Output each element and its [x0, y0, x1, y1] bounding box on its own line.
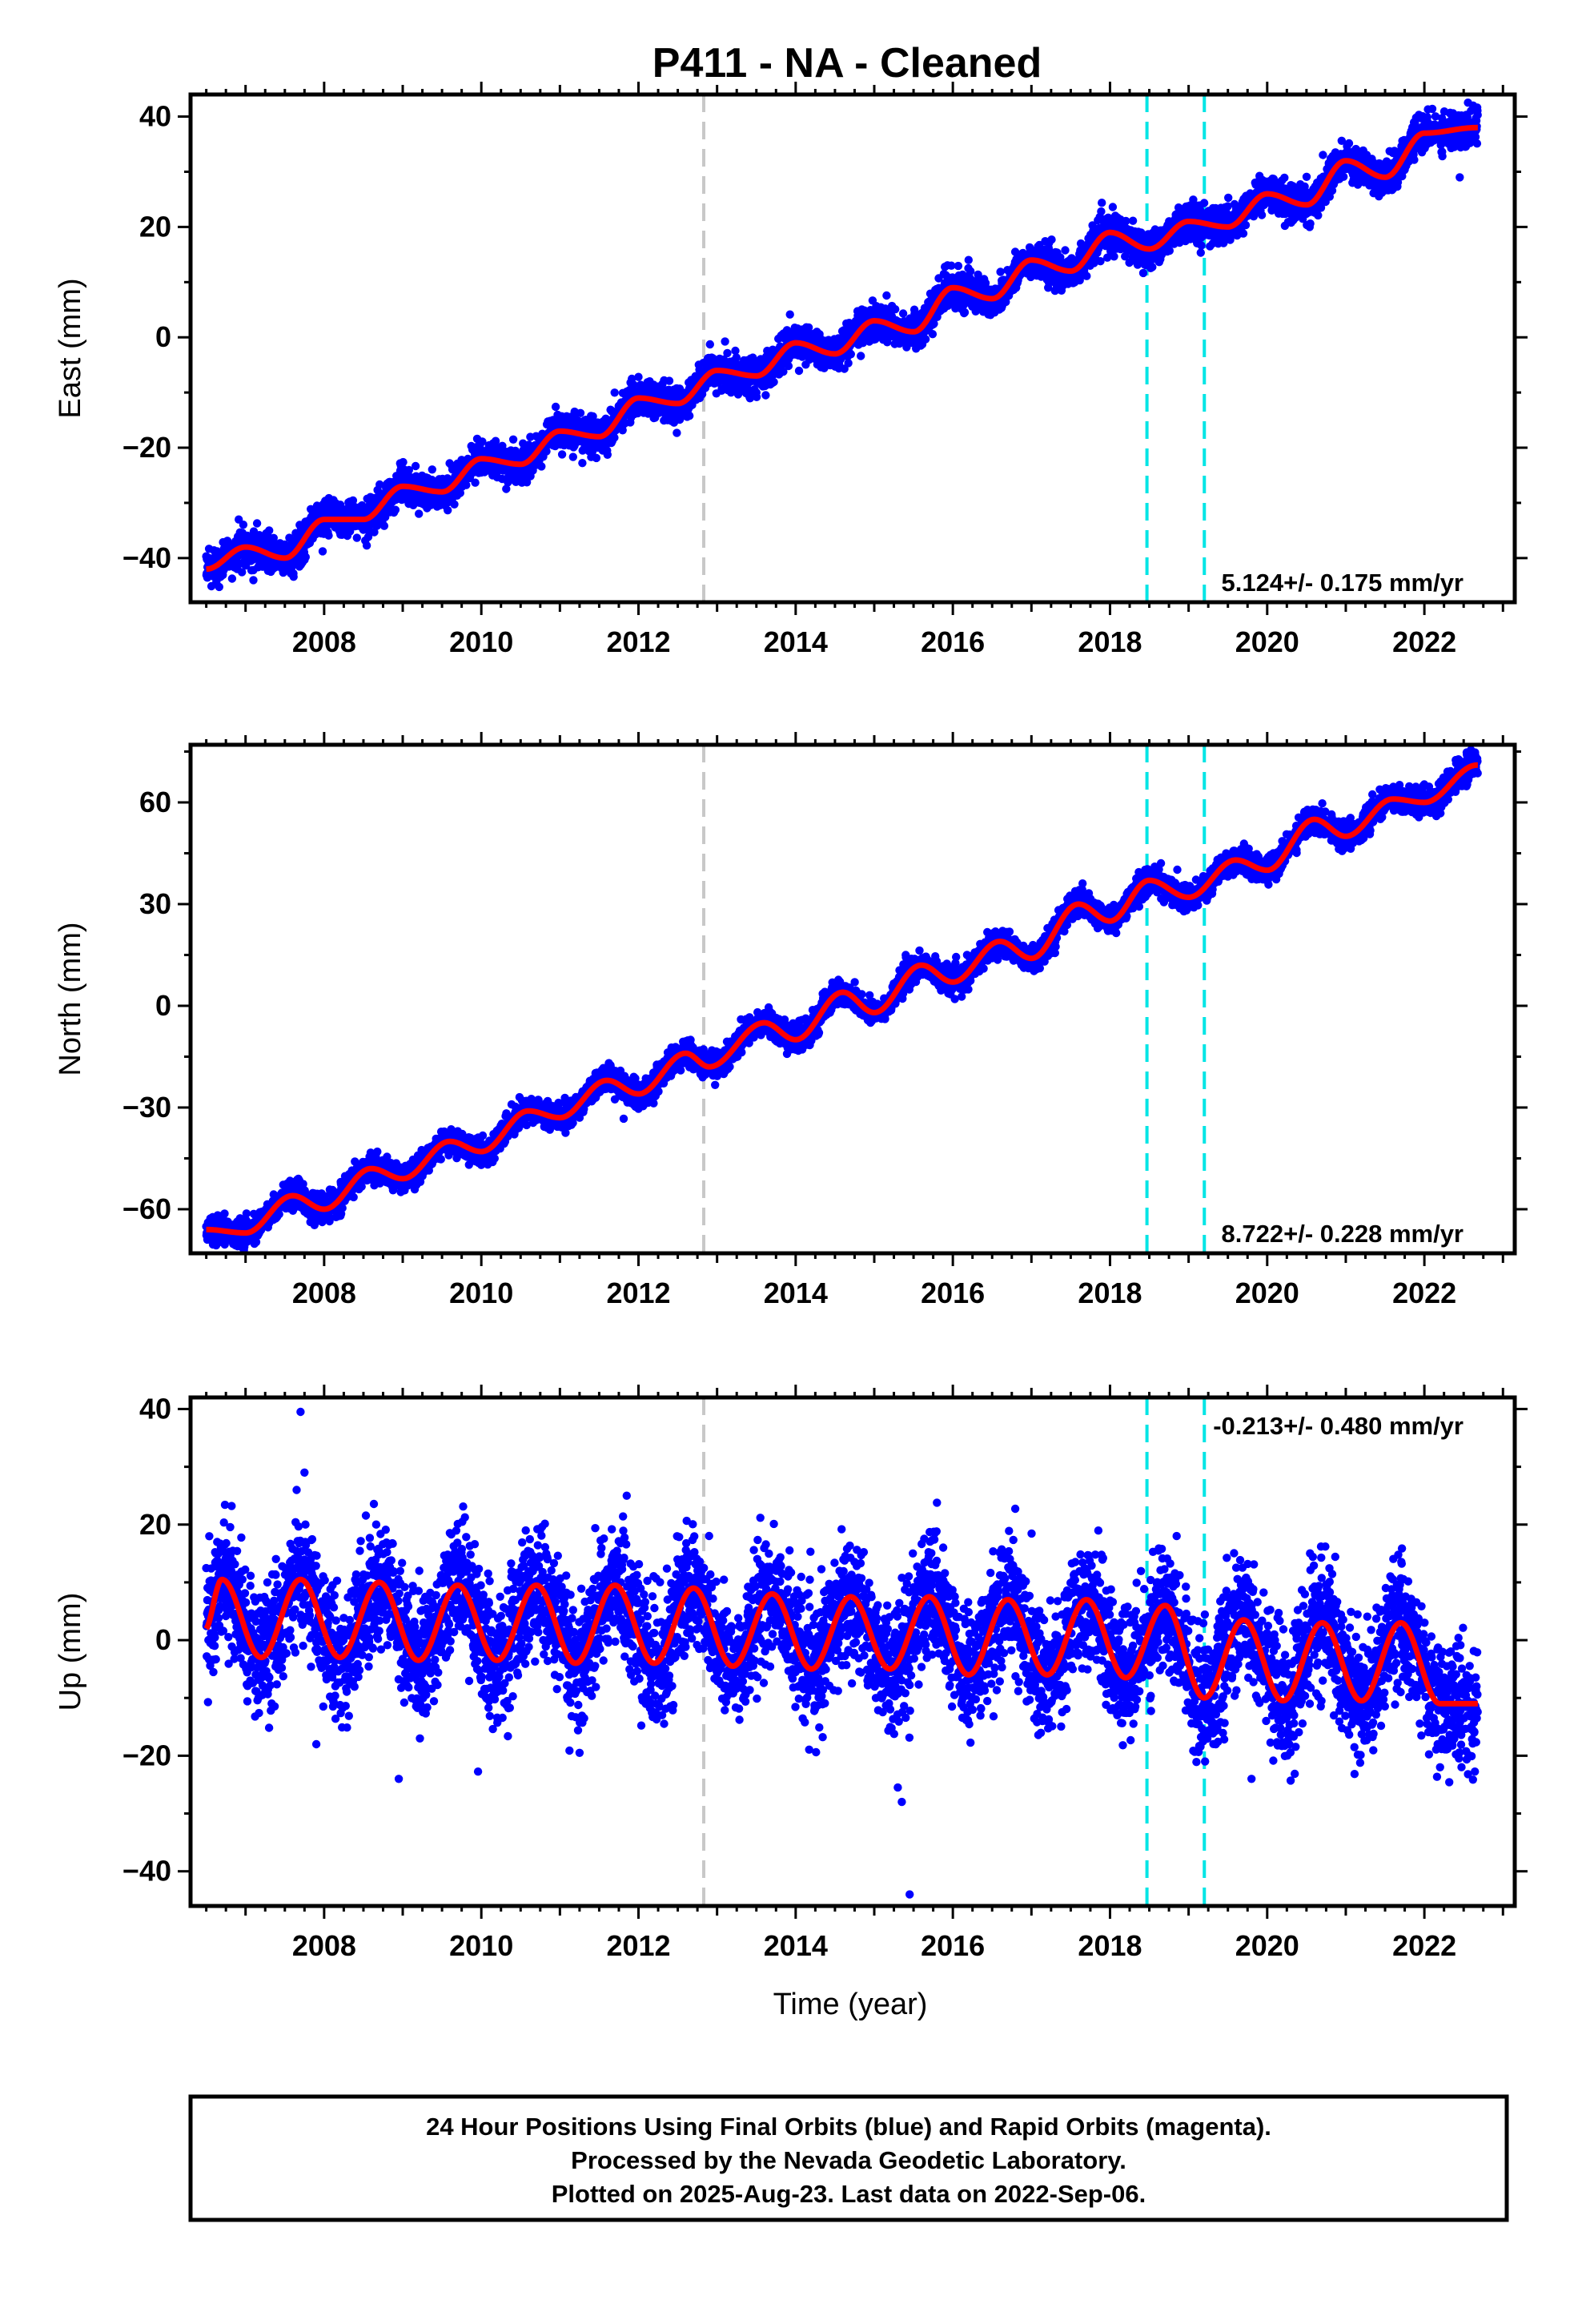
data-point — [1138, 268, 1148, 278]
data-point — [462, 480, 471, 489]
data-point — [215, 582, 223, 592]
data-point — [1047, 235, 1056, 244]
data-point — [335, 501, 345, 509]
data-point — [1097, 207, 1106, 216]
data-point — [379, 521, 389, 530]
data-point — [592, 453, 601, 463]
data-point — [673, 428, 681, 437]
data-point — [471, 478, 480, 487]
figure-title: P411 - NA - Cleaned — [652, 40, 1042, 86]
data-point — [1196, 248, 1206, 257]
data-point — [857, 352, 865, 360]
data-point — [921, 335, 930, 344]
data-point — [1224, 193, 1233, 203]
data-point — [1082, 271, 1091, 280]
data-point — [537, 462, 546, 471]
data-point — [846, 350, 856, 359]
data-point — [1061, 246, 1070, 255]
data-point — [450, 500, 459, 509]
data-point — [415, 509, 424, 518]
data-point — [578, 459, 587, 468]
data-point — [301, 553, 310, 561]
data-point — [362, 541, 371, 550]
data-point — [1110, 252, 1118, 261]
data-point — [428, 465, 436, 474]
panels: 2008 2010 2012 2014 2016 2018 2020 2022−40−2002… — [54, 82, 1528, 1962]
data-point — [898, 309, 908, 318]
data-point — [705, 340, 714, 349]
data-point — [761, 391, 770, 400]
data-point — [289, 573, 298, 581]
data-point — [891, 305, 900, 314]
data-point — [491, 436, 500, 445]
data-point — [502, 485, 511, 493]
data-point — [411, 461, 420, 471]
data-point — [723, 348, 732, 358]
data-point — [996, 267, 1005, 276]
data-point — [239, 521, 248, 529]
data-point — [444, 506, 452, 515]
data-point — [252, 519, 262, 528]
data-point — [966, 267, 975, 275]
data-point — [1098, 199, 1106, 207]
data-point — [844, 359, 853, 368]
data-point — [610, 433, 619, 442]
data-point — [391, 505, 400, 514]
data-point — [752, 392, 761, 401]
data-point — [324, 531, 333, 540]
data-point — [1165, 246, 1174, 255]
data-point — [508, 435, 518, 444]
data-point — [478, 437, 487, 446]
data-point — [1197, 241, 1206, 250]
panel-east: 2008 2010 2012 2014 2016 2018 2020 2022−40−2002… — [54, 82, 1528, 658]
data-point — [1257, 211, 1267, 219]
data-point — [634, 372, 643, 381]
data-point — [557, 450, 567, 459]
data-point — [227, 574, 237, 583]
data-point — [269, 533, 278, 542]
data-point — [238, 568, 247, 577]
data-point — [732, 353, 741, 362]
data-point — [960, 308, 970, 317]
data-point — [954, 261, 963, 271]
data-point — [1239, 229, 1248, 238]
data-point — [375, 480, 384, 489]
data-point — [794, 366, 804, 376]
data-point — [610, 388, 619, 397]
data-point — [882, 291, 891, 300]
data-point — [370, 528, 379, 537]
data-point — [1241, 220, 1251, 230]
data-point — [348, 496, 358, 505]
data-point — [785, 310, 794, 319]
data-point — [685, 412, 694, 420]
data-point — [928, 330, 938, 339]
data-point — [568, 452, 577, 461]
data-point — [404, 465, 413, 475]
data-point — [399, 457, 408, 467]
data-point — [769, 377, 778, 387]
data-point — [1148, 263, 1157, 271]
data-point — [1128, 216, 1138, 225]
data-point — [576, 408, 585, 417]
data-point — [603, 450, 612, 459]
data-point — [318, 547, 327, 556]
data-point — [551, 402, 560, 412]
data-point — [665, 376, 674, 385]
data-point — [1108, 203, 1118, 211]
data-point — [721, 337, 729, 346]
plot-area — [202, 94, 1482, 602]
data-point — [1199, 199, 1209, 207]
data-point — [352, 533, 361, 542]
